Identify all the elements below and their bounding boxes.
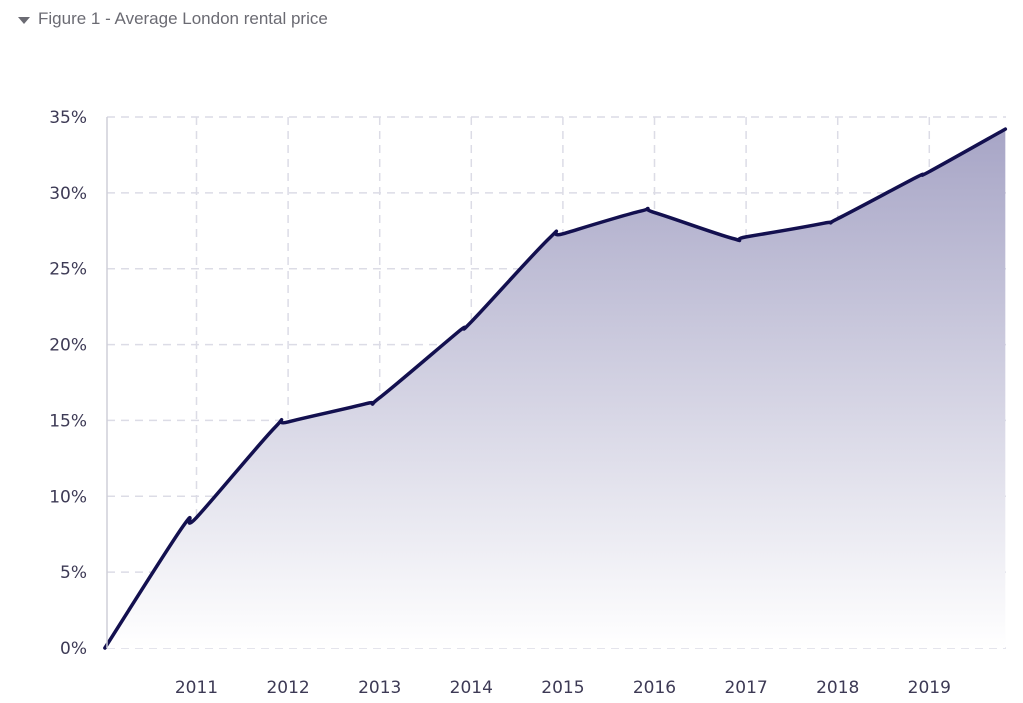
y-tick-label: 30%: [49, 184, 87, 204]
x-tick-label: 2016: [633, 678, 676, 698]
data-point: [456, 331, 459, 334]
x-tick-label: 2014: [450, 678, 493, 698]
data-point: [1004, 128, 1007, 131]
data-point: [561, 232, 564, 235]
data-point: [364, 402, 367, 405]
data-point: [639, 210, 642, 213]
data-point: [745, 235, 748, 238]
data-point: [836, 217, 839, 220]
data-point: [822, 222, 825, 225]
x-tick-label: 2011: [175, 678, 218, 698]
figure-caption-toggle[interactable]: Figure 1 - Average London rental price: [18, 9, 328, 29]
series-line: [103, 127, 1008, 650]
y-tick-label: 15%: [49, 411, 87, 431]
data-point: [731, 237, 734, 240]
y-tick-label: 5%: [60, 563, 87, 583]
x-tick-label: 2018: [816, 678, 859, 698]
y-tick-label: 25%: [49, 260, 87, 280]
data-point: [653, 211, 656, 214]
figure-caption: Figure 1 - Average London rental price: [38, 9, 328, 28]
data-point: [548, 237, 551, 240]
area-layer: [103, 127, 1008, 650]
x-tick-label: 2015: [541, 678, 584, 698]
data-point: [273, 427, 276, 430]
x-tick-label: 2012: [266, 678, 309, 698]
data-point: [928, 170, 931, 173]
series-area-fill: [104, 129, 1006, 648]
tick-labels: 0% 5% 10% 15% 20% 25% 30% 35% 2011 2012 2013 2014 20…: [49, 108, 951, 698]
caret-down-icon: [18, 16, 30, 24]
data-point: [914, 176, 917, 179]
data-point: [181, 525, 184, 528]
y-tick-label: 35%: [49, 108, 87, 128]
data-point: [378, 396, 381, 399]
x-tick-label: 2017: [724, 678, 767, 698]
data-point: [103, 647, 106, 650]
x-tick-label: 2013: [358, 678, 401, 698]
y-tick-label: 10%: [49, 487, 87, 507]
data-point: [287, 420, 290, 423]
y-tick-label: 20%: [49, 336, 87, 356]
y-tick-label: 0%: [60, 639, 87, 659]
data-point: [470, 320, 473, 323]
data-point: [195, 516, 198, 519]
x-tick-label: 2019: [908, 678, 951, 698]
